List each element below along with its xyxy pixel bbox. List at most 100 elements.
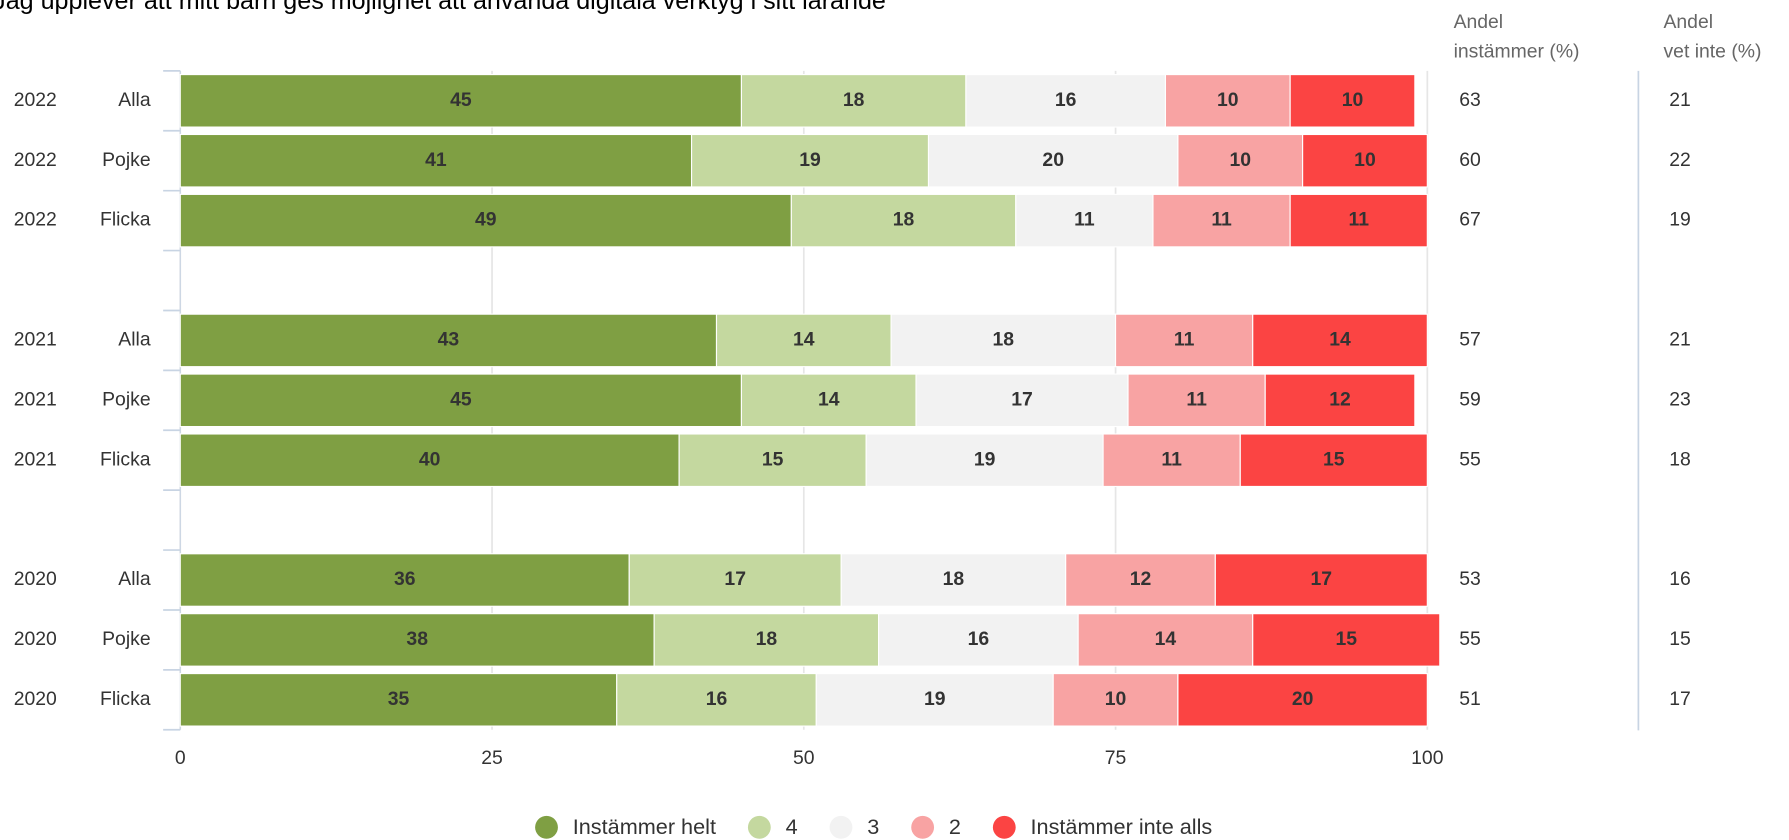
data-label: 41 <box>425 149 447 171</box>
bar-segment <box>690 133 930 188</box>
data-label: 15 <box>762 448 784 470</box>
row-year: 2020 <box>14 688 57 710</box>
bar-segment <box>179 133 693 188</box>
bar-segment <box>179 433 680 488</box>
data-label: 18 <box>843 89 865 111</box>
x-tick-label: 50 <box>793 747 815 769</box>
data-label: 12 <box>1329 388 1351 410</box>
bar-segment <box>1065 553 1216 607</box>
bar-segment <box>179 373 743 428</box>
bar-segment <box>927 133 1179 188</box>
column-value: 55 <box>1459 628 1481 650</box>
legend-marker <box>535 815 558 839</box>
bar-segment <box>1239 433 1428 488</box>
column-value: 17 <box>1669 688 1691 710</box>
bar-segment <box>1177 673 1428 727</box>
data-label: 16 <box>1055 89 1077 111</box>
column-header: instämmer (%) <box>1454 41 1580 63</box>
column-value: 21 <box>1669 329 1691 351</box>
row-year: 2022 <box>14 89 57 111</box>
data-label: 10 <box>1105 688 1127 710</box>
data-label: 18 <box>756 628 778 650</box>
row-year: 2021 <box>14 448 57 470</box>
bar-segment <box>1252 313 1428 368</box>
bar-segment <box>628 553 842 607</box>
row-year: 2020 <box>14 568 57 590</box>
bar-segment <box>965 74 1167 128</box>
data-label: 16 <box>706 688 728 710</box>
data-label: 17 <box>1011 388 1033 410</box>
legend-marker <box>829 815 853 839</box>
data-label: 20 <box>1042 149 1064 171</box>
bar-segment <box>179 553 630 607</box>
bar-segment <box>1302 133 1428 188</box>
data-label: 45 <box>450 388 472 410</box>
row-year: 2021 <box>14 388 57 410</box>
data-label: 15 <box>1335 628 1357 650</box>
column-value: 53 <box>1459 568 1481 590</box>
data-label: 11 <box>1186 388 1207 410</box>
legend-label: Instämmer inte alls <box>1031 814 1213 839</box>
data-label: 14 <box>818 388 840 410</box>
bar-segment <box>1289 193 1428 248</box>
bar-segment <box>678 433 867 488</box>
row-category: Flicka <box>100 209 151 231</box>
bar-segment <box>1264 373 1416 428</box>
column-value: 19 <box>1669 209 1691 231</box>
row-category: Pojke <box>102 149 150 171</box>
data-label: 14 <box>1155 628 1177 650</box>
chart-title: Jag upplever att mitt barn ges möjlighet… <box>0 0 886 15</box>
x-tick-label: 0 <box>175 747 186 769</box>
row-category: Alla <box>118 329 151 351</box>
column-value: 60 <box>1459 149 1481 171</box>
bar-segment <box>1127 373 1266 428</box>
legend-label: 3 <box>867 814 879 839</box>
column-value: 55 <box>1459 448 1481 470</box>
data-label: 18 <box>893 209 915 231</box>
data-label: 19 <box>924 688 946 710</box>
legend-marker <box>992 815 1016 839</box>
data-label: 17 <box>724 568 746 590</box>
data-label: 36 <box>394 568 416 590</box>
data-label: 11 <box>1161 448 1182 470</box>
row-year: 2022 <box>14 149 57 171</box>
bar-segment <box>740 74 967 128</box>
bar-segment <box>865 433 1104 488</box>
bar-segment <box>915 373 1129 428</box>
bar-segment <box>1252 613 1441 667</box>
legend-label: 2 <box>949 814 961 839</box>
x-tick-label: 100 <box>1411 747 1444 769</box>
row-category: Alla <box>118 89 151 111</box>
row-year: 2020 <box>14 628 57 650</box>
column-value: 21 <box>1669 89 1691 111</box>
row-year: 2022 <box>14 209 57 231</box>
data-label: 43 <box>438 329 460 351</box>
legend-label: Instämmer helt <box>573 814 716 839</box>
bar-segment <box>840 553 1067 607</box>
x-tick-label: 75 <box>1105 747 1127 769</box>
column-value: 59 <box>1459 388 1481 410</box>
data-label: 19 <box>974 448 996 470</box>
bar-segment <box>1052 673 1179 727</box>
data-label: 45 <box>450 89 472 111</box>
bar-segment <box>1077 613 1254 667</box>
bar-segment <box>1214 553 1428 607</box>
row-year: 2021 <box>14 329 57 351</box>
column-value: 18 <box>1669 448 1691 470</box>
bar-segment <box>815 673 1054 727</box>
row-category: Alla <box>118 568 151 590</box>
data-label: 10 <box>1229 149 1251 171</box>
row-category: Flicka <box>100 688 151 710</box>
bar-segment <box>616 673 817 727</box>
data-label: 12 <box>1130 568 1152 590</box>
column-value: 57 <box>1459 329 1481 351</box>
data-label: 49 <box>475 209 497 231</box>
bar-segment <box>1152 193 1291 248</box>
bar-segment <box>878 613 1079 667</box>
legend-label: 4 <box>786 814 798 839</box>
legend-marker <box>911 815 935 839</box>
column-header: vet inte (%) <box>1663 41 1761 63</box>
data-label: 10 <box>1354 149 1376 171</box>
data-label: 40 <box>419 448 441 470</box>
